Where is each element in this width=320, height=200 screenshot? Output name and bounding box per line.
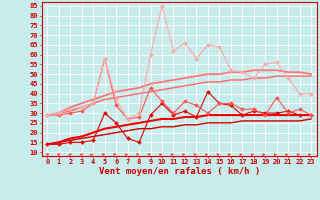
X-axis label: Vent moyen/en rafales ( km/h ): Vent moyen/en rafales ( km/h ) [99, 167, 260, 176]
